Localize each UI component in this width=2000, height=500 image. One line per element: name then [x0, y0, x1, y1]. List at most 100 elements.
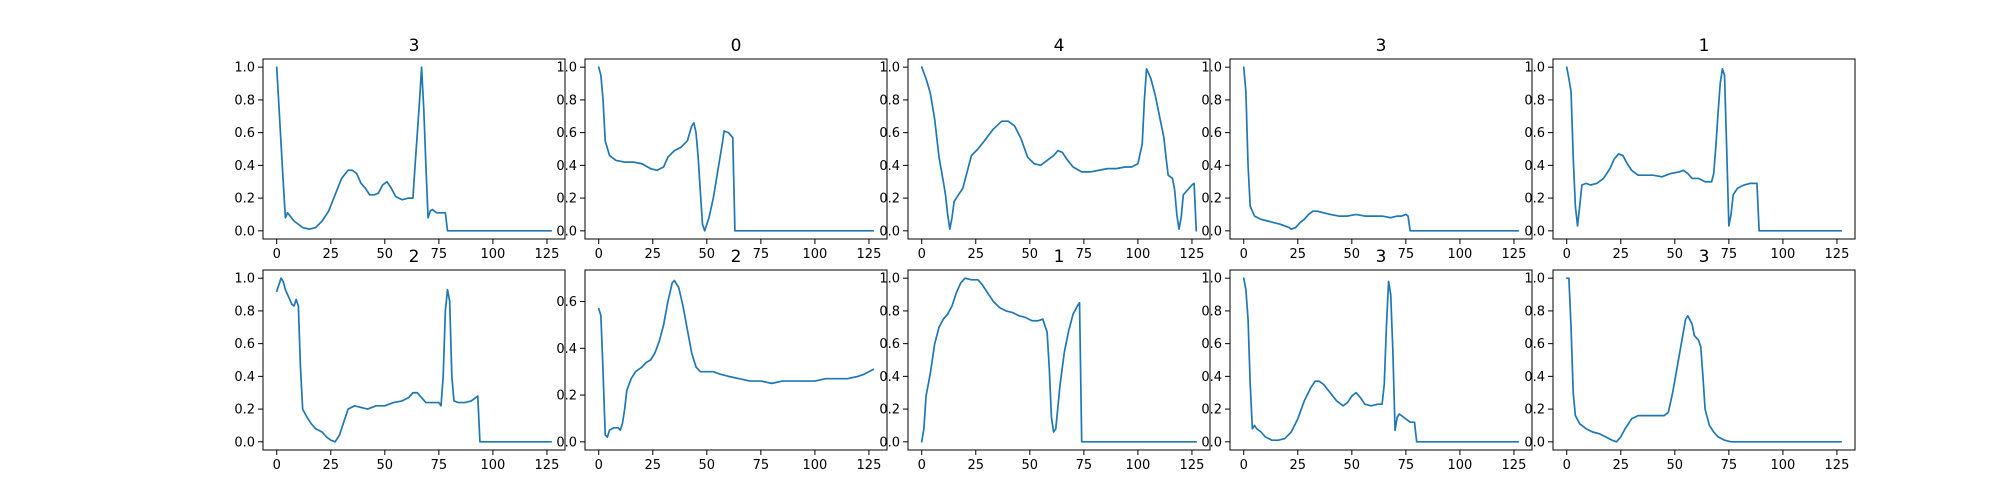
x-tick-label: 125	[1502, 458, 1527, 473]
x-tick-label: 25	[322, 247, 339, 262]
x-tick-label: 50	[377, 247, 394, 262]
y-tick-label: 0.8	[879, 93, 900, 108]
subplot-1: 3 0 25 50 75 100 125 0.0 0.2 0.4 0.6 0.8 1.0	[234, 36, 566, 262]
x-tick-label: 125	[535, 458, 560, 473]
y-tick-label: 0.8	[1201, 304, 1222, 319]
subplot-title: 3	[1376, 36, 1387, 56]
x-tick-label: 50	[1667, 458, 1684, 473]
x-tick-label: 100	[1447, 458, 1472, 473]
y-tick-label: 0.4	[1201, 370, 1222, 385]
x-tick-label: 25	[967, 247, 984, 262]
y-tick-label: 1.0	[1524, 61, 1545, 76]
y-tick-label: 1.0	[234, 272, 255, 287]
y-tick-label: 0.8	[234, 93, 255, 108]
y-tick-label: 1.0	[879, 61, 900, 76]
axes-frame	[907, 269, 1211, 451]
y-tick-label: 0.8	[1524, 304, 1545, 319]
x-tick-label: 75	[1076, 458, 1093, 473]
y-tick-label: 0.6	[879, 337, 900, 352]
subplot-4: 3 0 25 50 75 100 125 0.0 0.2 0.4 0.6 0.8 1.0	[1201, 36, 1533, 262]
y-tick-label: 0.4	[556, 342, 577, 357]
y-tick-label: 0.2	[879, 403, 900, 418]
x-tick-label: 50	[1022, 247, 1039, 262]
series-line	[1242, 277, 1520, 443]
y-tick-label: 0.0	[1524, 435, 1545, 450]
x-tick-label: 0	[273, 458, 281, 473]
y-tick-label: 0.6	[1524, 126, 1545, 141]
x-tick-label: 100	[1770, 247, 1795, 262]
axes-frame	[1552, 58, 1856, 240]
x-tick-label: 0	[1563, 247, 1571, 262]
y-tick-label: 1.0	[1201, 272, 1222, 287]
y-tick-label: 0.2	[1201, 192, 1222, 207]
x-tick-label: 50	[699, 458, 716, 473]
x-tick-label: 50	[1344, 458, 1361, 473]
subplot-7: 2 0 25 50 75 100 125 0.0 0.2 0.4 0.6	[556, 247, 888, 473]
y-tick-label: 0.0	[556, 224, 577, 239]
subplot-5: 1 0 25 50 75 100 125 0.0 0.2 0.4 0.6 0.8 1.0	[1524, 36, 1856, 262]
x-tick-label: 50	[699, 247, 716, 262]
x-tick-label: 50	[1022, 458, 1039, 473]
y-tick-label: 1.0	[234, 61, 255, 76]
y-tick-label: 0.6	[556, 295, 577, 310]
x-tick-label: 75	[1076, 247, 1093, 262]
x-tick-label: 100	[802, 247, 827, 262]
x-tick-label: 0	[273, 247, 281, 262]
axes-frame	[1229, 58, 1533, 240]
x-tick-label: 125	[535, 247, 560, 262]
series-line	[920, 277, 1198, 443]
y-tick-label: 0.8	[1524, 93, 1545, 108]
y-tick-label: 1.0	[1201, 61, 1222, 76]
subplot-8: 1 0 25 50 75 100 125 0.0 0.2 0.4 0.6 0.8 1.0	[879, 247, 1211, 473]
y-tick-label: 0.8	[1201, 93, 1222, 108]
y-tick-label: 0.2	[556, 389, 577, 404]
y-tick-label: 0.0	[879, 435, 900, 450]
x-tick-label: 100	[480, 458, 505, 473]
x-tick-label: 75	[753, 247, 770, 262]
x-tick-label: 0	[918, 247, 926, 262]
y-tick-label: 0.6	[234, 126, 255, 141]
subplot-title: 3	[1376, 247, 1387, 267]
y-tick-label: 0.2	[234, 192, 255, 207]
x-tick-label: 75	[1398, 247, 1415, 262]
subplot-2: 0 0 25 50 75 100 125 0.0 0.2 0.4 0.6 0.8 1.0	[556, 36, 888, 262]
y-tick-label: 0.0	[1201, 224, 1222, 239]
series-line	[920, 66, 1198, 232]
subplot-title: 1	[1054, 247, 1065, 267]
x-tick-label: 25	[1612, 247, 1629, 262]
axes-frame	[262, 269, 566, 451]
series-line	[597, 66, 875, 232]
y-tick-label: 0.4	[1524, 370, 1545, 385]
axes-frame	[1552, 269, 1856, 451]
x-tick-label: 0	[1240, 458, 1248, 473]
x-tick-label: 125	[1825, 247, 1850, 262]
x-tick-label: 50	[377, 458, 394, 473]
x-tick-label: 125	[1825, 458, 1850, 473]
subplot-title: 2	[409, 247, 420, 267]
series-line	[1242, 66, 1520, 232]
x-tick-label: 25	[322, 458, 339, 473]
y-tick-label: 0.8	[556, 93, 577, 108]
y-tick-label: 0.0	[1201, 435, 1222, 450]
subplot-6: 2 0 25 50 75 100 125 0.0 0.2 0.4 0.6 0.8 1.0	[234, 247, 566, 473]
y-tick-label: 0.8	[879, 304, 900, 319]
x-tick-label: 75	[1721, 247, 1738, 262]
subplot-9: 3 0 25 50 75 100 125 0.0 0.2 0.4 0.6 0.8 1.0	[1201, 247, 1533, 473]
x-tick-label: 100	[1447, 247, 1472, 262]
x-tick-label: 0	[918, 458, 926, 473]
y-tick-label: 0.4	[1524, 159, 1545, 174]
axes-frame	[262, 58, 566, 240]
series-line	[275, 277, 553, 443]
y-tick-label: 0.2	[1201, 403, 1222, 418]
x-tick-label: 25	[644, 458, 661, 473]
y-tick-label: 0.4	[234, 370, 255, 385]
y-tick-label: 0.4	[234, 159, 255, 174]
subplot-title: 3	[409, 36, 420, 56]
y-tick-label: 0.6	[234, 337, 255, 352]
y-tick-label: 0.0	[234, 435, 255, 450]
y-tick-label: 0.2	[556, 192, 577, 207]
axes-frame	[584, 269, 888, 451]
y-tick-label: 0.0	[879, 224, 900, 239]
x-tick-label: 25	[1612, 458, 1629, 473]
